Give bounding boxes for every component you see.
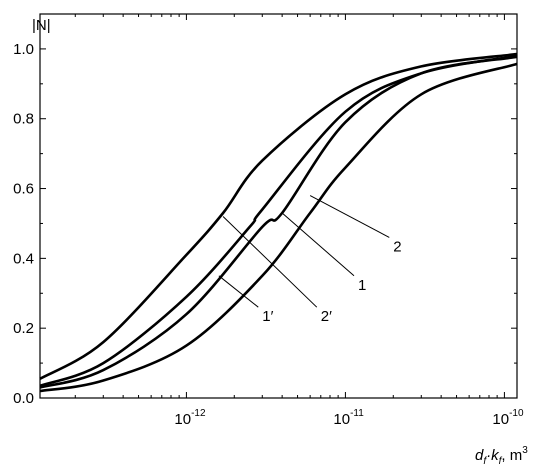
series-line-4 — [39, 62, 518, 393]
annotation-leader — [222, 216, 318, 308]
y-tick-label: 1.0 — [13, 41, 34, 58]
x-axis-label-f2: f — [499, 456, 503, 467]
x-tick-base: 10 — [174, 411, 191, 428]
x-tick-exponent: -11 — [350, 408, 364, 419]
x-axis-label-k: k — [491, 447, 500, 464]
series-line-3 — [39, 55, 518, 389]
curve-label: 1′ — [262, 308, 273, 325]
x-axis-label: df·kf, m3 — [475, 445, 528, 467]
x-tick-label: 10-10 — [492, 408, 524, 428]
y-axis-label: |N| — [32, 17, 51, 34]
x-axis-label-d: d — [475, 447, 484, 464]
curves — [39, 52, 518, 393]
x-tick-exponent: -10 — [509, 408, 524, 419]
x-tick-label: 10-11 — [333, 408, 364, 428]
x-axis-label-f1: f — [483, 456, 487, 467]
x-tick-label: 10-12 — [174, 408, 206, 428]
annotation-leader — [309, 195, 390, 238]
annotation-lines: 1′ 2′ 1 2 — [218, 195, 402, 325]
x-axis-label-exp: 3 — [522, 445, 528, 456]
annotation-leader — [218, 275, 259, 308]
y-tick-label: 0.2 — [13, 320, 34, 337]
series-line-1 — [39, 52, 518, 380]
y-tick-label: 0.8 — [13, 111, 34, 128]
axes — [39, 13, 518, 399]
y-tick-label: 0.0 — [13, 390, 34, 407]
x-tick-exponent: -12 — [191, 408, 206, 419]
x-axis-label-unit: , m — [501, 447, 522, 464]
x-tick-base: 10 — [333, 411, 350, 428]
curve-label: 1 — [358, 277, 366, 294]
y-tick-label: 0.4 — [13, 250, 34, 267]
annotation-leader — [281, 212, 355, 277]
curve-label: 2 — [393, 238, 401, 255]
x-axis-label-dot: · — [486, 447, 491, 464]
plot-frame — [39, 13, 518, 399]
curve-label: 2′ — [321, 308, 332, 325]
y-tick-label: 0.6 — [13, 181, 34, 198]
ticks: 0.00.20.40.60.81.010-12 10-11 10-10 — [13, 14, 524, 428]
x-tick-base: 10 — [492, 411, 509, 428]
